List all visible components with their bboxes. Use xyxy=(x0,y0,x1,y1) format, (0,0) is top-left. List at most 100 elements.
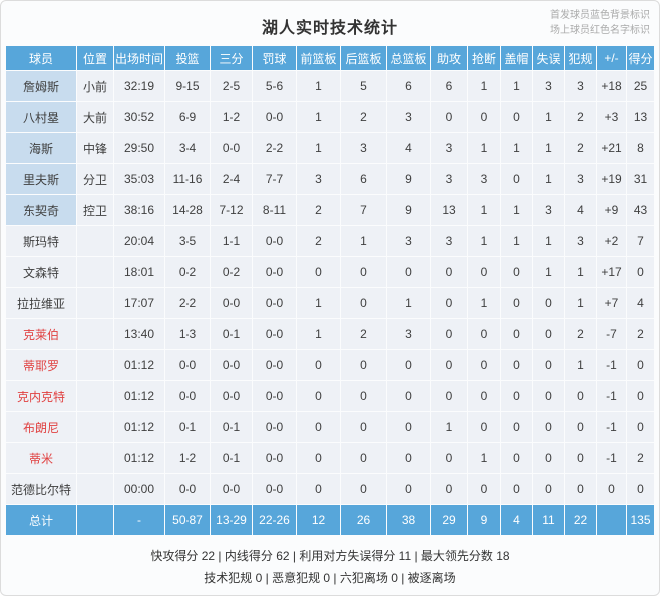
stat-cell: 0 xyxy=(468,474,500,504)
stat-cell: 0 xyxy=(627,412,654,442)
stat-cell: 3 xyxy=(387,319,430,349)
stat-cell xyxy=(77,319,113,349)
column-header: 总篮板 xyxy=(387,46,430,70)
stat-cell: 3 xyxy=(431,164,467,194)
column-header: 助攻 xyxy=(431,46,467,70)
stat-cell xyxy=(77,474,113,504)
stat-cell: 3 xyxy=(431,226,467,256)
stat-cell: 0 xyxy=(533,319,564,349)
stat-cell: 0 xyxy=(341,412,386,442)
player-name: 蒂耶罗 xyxy=(6,350,76,380)
table-row: 东契奇 控卫 38:16 14-28 7-12 8-11 2 7 9 13 1 1 3 4 +9 43 xyxy=(6,195,654,225)
table-row: 里夫斯 分卫 35:03 11-16 2-4 7-7 3 6 9 3 3 0 1 3 +19 31 xyxy=(6,164,654,194)
stat-cell: -1 xyxy=(597,350,626,380)
stat-cell: +19 xyxy=(597,164,626,194)
stat-cell: 0 xyxy=(297,474,340,504)
table-row: 蒂米 01:12 1-2 0-1 0-0 0 0 0 0 1 0 0 0 -1 2 xyxy=(6,443,654,473)
stat-cell: 0 xyxy=(431,474,467,504)
stat-cell: 0 xyxy=(431,443,467,473)
stat-cell: 0 xyxy=(341,381,386,411)
stat-cell: 1 xyxy=(297,288,340,318)
stat-cell: 9 xyxy=(468,505,500,535)
stat-cell: +17 xyxy=(597,257,626,287)
stat-cell: 0 xyxy=(468,257,500,287)
player-name: 里夫斯 xyxy=(6,164,76,194)
stat-cell: 0 xyxy=(297,350,340,380)
stat-cell: 1-2 xyxy=(165,443,210,473)
player-name: 八村塁 xyxy=(6,102,76,132)
stat-cell: 35:03 xyxy=(114,164,164,194)
stat-cell: 7-7 xyxy=(253,164,296,194)
table-row: 布朗尼 01:12 0-1 0-1 0-0 0 0 0 1 0 0 0 0 -1 0 xyxy=(6,412,654,442)
stat-cell: 22 xyxy=(565,505,596,535)
stat-cell: 0-2 xyxy=(211,257,252,287)
stat-cell: 0 xyxy=(627,350,654,380)
stat-cell: 01:12 xyxy=(114,381,164,411)
stat-cell: 0 xyxy=(431,288,467,318)
stat-cell: 0 xyxy=(533,443,564,473)
stat-cell: 0 xyxy=(468,319,500,349)
stat-cell: 0 xyxy=(387,474,430,504)
stat-cell: 0-0 xyxy=(165,474,210,504)
stat-cell: 2 xyxy=(341,102,386,132)
stat-cell: 4 xyxy=(387,133,430,163)
stat-cell: 1 xyxy=(533,257,564,287)
stat-cell: 1 xyxy=(468,288,500,318)
stat-cell: - xyxy=(114,505,164,535)
stat-cell: 5 xyxy=(341,71,386,101)
stat-cell: 0 xyxy=(501,381,532,411)
stat-cell: 135 xyxy=(627,505,654,535)
stat-cell: 1 xyxy=(501,133,532,163)
column-header: 后篮板 xyxy=(341,46,386,70)
table-row: 拉拉维亚 17:07 2-2 0-0 0-0 1 0 1 0 1 0 0 1 +7 4 xyxy=(6,288,654,318)
column-header: 得分 xyxy=(627,46,654,70)
stat-cell: 大前 xyxy=(77,102,113,132)
stat-cell: 0-0 xyxy=(253,288,296,318)
stat-cell: 01:12 xyxy=(114,443,164,473)
stat-cell: -1 xyxy=(597,381,626,411)
legend-line-starters: 首发球员蓝色背景标识 xyxy=(550,10,650,21)
stat-cell: 00:00 xyxy=(114,474,164,504)
stat-cell: 1 xyxy=(341,226,386,256)
stat-cell: 29 xyxy=(431,505,467,535)
stat-cell: 3 xyxy=(565,71,596,101)
stat-cell: 29:50 xyxy=(114,133,164,163)
total-label: 总计 xyxy=(6,505,76,535)
header-row: 球员 位置 出场时间 投篮 三分 罚球 前篮板 后篮板 总篮板 助攻 抢断 盖帽 失误 犯规 +/- 得分 xyxy=(6,46,654,70)
stat-cell: 2 xyxy=(297,226,340,256)
stat-cell: 0-2 xyxy=(165,257,210,287)
stat-cell: 1-2 xyxy=(211,102,252,132)
stat-cell: 2-2 xyxy=(253,133,296,163)
column-header: 失误 xyxy=(533,46,564,70)
page-title: 湖人实时技术统计 xyxy=(261,20,398,37)
stat-cell: 0 xyxy=(341,288,386,318)
stat-cell: 50-87 xyxy=(165,505,210,535)
stat-cell: 13 xyxy=(627,102,654,132)
stat-cell: 0-0 xyxy=(253,257,296,287)
legend-note: 首发球员蓝色背景标识 场上球员红色名字标识 xyxy=(550,8,650,38)
stat-cell: 0 xyxy=(565,474,596,504)
stat-cell: 2 xyxy=(565,102,596,132)
stat-cell: 3 xyxy=(387,102,430,132)
column-header: 位置 xyxy=(77,46,113,70)
table-row: 蒂耶罗 01:12 0-0 0-0 0-0 0 0 0 0 0 0 0 1 -1 0 xyxy=(6,350,654,380)
table-row: 詹姆斯 小前 32:19 9-15 2-5 5-6 1 5 6 6 1 1 3 3 +18 25 xyxy=(6,71,654,101)
stat-cell xyxy=(77,381,113,411)
stat-cell: 0-0 xyxy=(211,474,252,504)
player-name: 海斯 xyxy=(6,133,76,163)
stat-cell: 6 xyxy=(431,71,467,101)
table-row: 文森特 18:01 0-2 0-2 0-0 0 0 0 0 0 0 1 1 +17 0 xyxy=(6,257,654,287)
stat-cell: 01:12 xyxy=(114,350,164,380)
stat-cell: 0 xyxy=(533,381,564,411)
stat-cell: 1 xyxy=(501,71,532,101)
stat-cell: 1 xyxy=(565,257,596,287)
stat-cell: 0-0 xyxy=(253,443,296,473)
player-name: 詹姆斯 xyxy=(6,71,76,101)
player-name: 东契奇 xyxy=(6,195,76,225)
footer-line-2: 技术犯规 0 | 恶意犯规 0 | 六犯离场 0 | 被逐离场 xyxy=(204,571,456,585)
player-name: 文森特 xyxy=(6,257,76,287)
stat-cell: 4 xyxy=(627,288,654,318)
stat-cell: 1 xyxy=(565,288,596,318)
stat-cell: +9 xyxy=(597,195,626,225)
